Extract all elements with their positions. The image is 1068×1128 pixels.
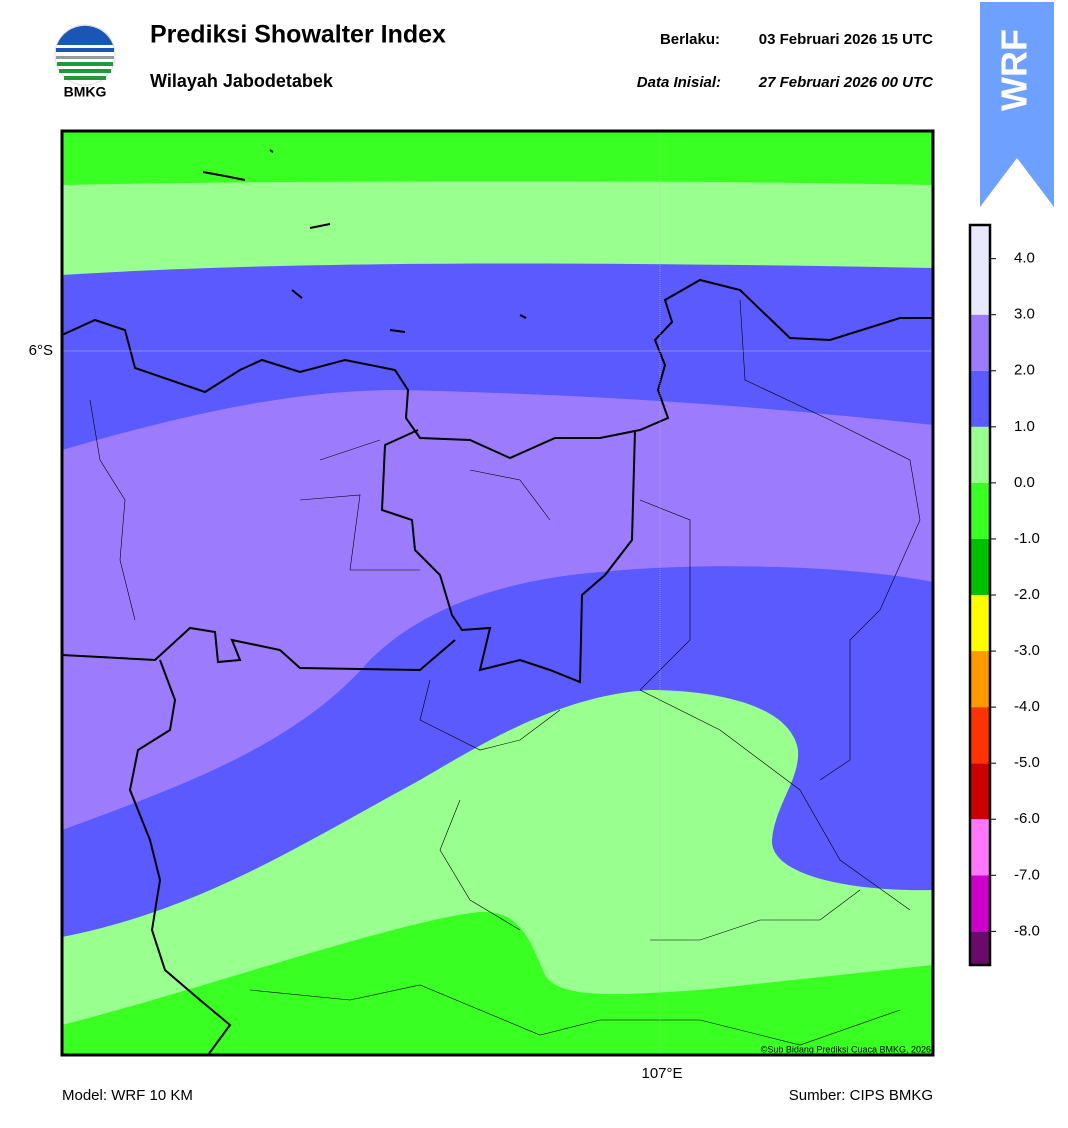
valid-time: 03 Februari 2026 15 UTC xyxy=(759,31,933,48)
colorbar-tick-label: 1.0 xyxy=(1014,418,1035,435)
colorbar-tick-label: 0.0 xyxy=(1014,474,1035,491)
badge-text: WRF xyxy=(994,29,1035,111)
colorbar-segment xyxy=(970,314,990,371)
subtitle: Wilayah Jabodetabek xyxy=(150,71,334,91)
colorbar-segment xyxy=(970,931,990,965)
colorbar-segment xyxy=(970,763,990,820)
colorbar-tick-label: -1.0 xyxy=(1014,530,1040,547)
map-frame xyxy=(60,129,935,1057)
colorbar-tick-label: -8.0 xyxy=(1014,922,1040,939)
badge: WRF xyxy=(980,2,1054,207)
colorbar-segment xyxy=(970,651,990,708)
map: ©Sub Bidang Prediksi Cuaca BMKG, 2026 xyxy=(62,131,933,1055)
colorbar-segment xyxy=(970,707,990,764)
logo: BMKG xyxy=(54,24,116,100)
colorbar: 4.0 3.0 2.0 1.0 0.0 -1.0 -2.0 -3.0 -4.0 -5.0 -6.0 -… xyxy=(968,223,1040,967)
colorbar-tick-label: 3.0 xyxy=(1014,306,1035,323)
colorbar-tick-label: -2.0 xyxy=(1014,586,1040,603)
colorbar-tick-label: 4.0 xyxy=(1014,250,1035,267)
colorbar-tick-label: -6.0 xyxy=(1014,810,1040,827)
colorbar-tick-label: -5.0 xyxy=(1014,754,1040,771)
title: Prediksi Showalter Index xyxy=(150,21,446,49)
valid-label: Berlaku: xyxy=(660,31,720,48)
colorbar-tick-label: -3.0 xyxy=(1014,642,1040,659)
footer-model: Model: WRF 10 KM xyxy=(62,1087,193,1104)
credit: ©Sub Bidang Prediksi Cuaca BMKG, 2026 xyxy=(761,1044,931,1054)
init-time: 27 Februari 2026 00 UTC xyxy=(758,74,934,91)
footer-source: Sumber: CIPS BMKG xyxy=(789,1087,933,1104)
colorbar-segment xyxy=(970,538,990,595)
colorbar-segment xyxy=(970,595,990,652)
colorbar-segment xyxy=(970,482,990,539)
colorbar-segment xyxy=(970,875,990,932)
colorbar-tick-label: 2.0 xyxy=(1014,362,1035,379)
colorbar-segment xyxy=(970,370,990,427)
colorbar-segment xyxy=(970,819,990,876)
lat-label: 6°S xyxy=(29,342,53,359)
colorbar-segment xyxy=(970,426,990,483)
init-label: Data Inisial: xyxy=(637,74,721,91)
colorbar-tick-label: -7.0 xyxy=(1014,866,1040,883)
logo-text: BMKG xyxy=(64,84,107,100)
colorbar-segment xyxy=(970,225,990,315)
colorbar-tick-label: -4.0 xyxy=(1014,698,1040,715)
lon-label: 107°E xyxy=(641,1065,682,1082)
